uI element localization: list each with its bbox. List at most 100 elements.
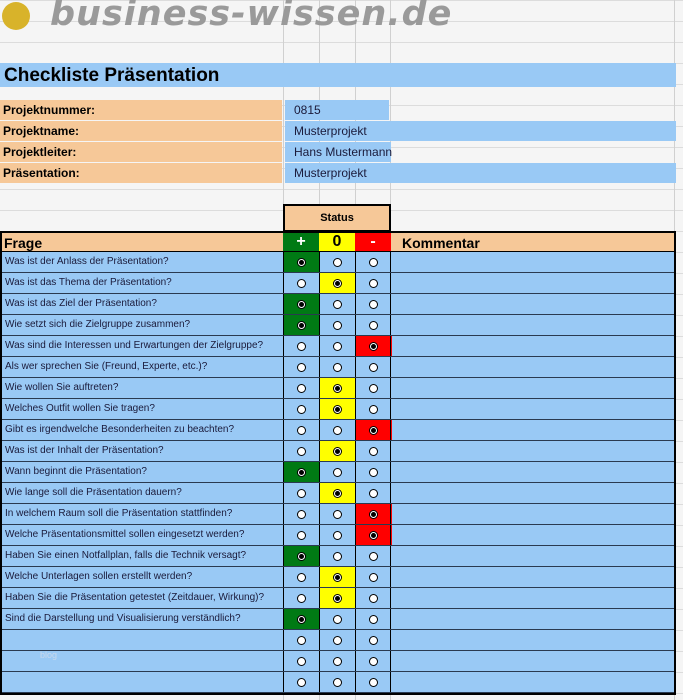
- radio-plus-icon[interactable]: [297, 678, 306, 687]
- status-cell-plus[interactable]: [283, 273, 320, 293]
- project-name-cell[interactable]: Musterprojekt: [285, 121, 676, 141]
- comment-cell[interactable]: [390, 315, 391, 335]
- radio-zero-icon[interactable]: [333, 279, 342, 288]
- status-cell-plus[interactable]: [283, 315, 320, 335]
- status-cell-minus[interactable]: [355, 672, 392, 692]
- status-cell-zero[interactable]: [319, 546, 356, 566]
- radio-plus-icon[interactable]: [297, 426, 306, 435]
- status-cell-plus[interactable]: [283, 609, 320, 629]
- comment-cell[interactable]: [390, 357, 391, 377]
- status-cell-zero[interactable]: [319, 399, 356, 419]
- radio-minus-icon[interactable]: [369, 468, 378, 477]
- status-cell-zero[interactable]: [319, 357, 356, 377]
- status-cell-plus[interactable]: [283, 357, 320, 377]
- radio-plus-icon[interactable]: [297, 531, 306, 540]
- status-cell-plus[interactable]: [283, 441, 320, 461]
- status-cell-plus[interactable]: [283, 420, 320, 440]
- comment-cell[interactable]: [390, 336, 391, 356]
- radio-zero-icon[interactable]: [333, 678, 342, 687]
- status-cell-zero[interactable]: [319, 273, 356, 293]
- status-cell-zero[interactable]: [319, 567, 356, 587]
- status-cell-zero[interactable]: [319, 315, 356, 335]
- comment-cell[interactable]: [390, 609, 391, 629]
- comment-cell[interactable]: [390, 672, 391, 692]
- radio-minus-icon[interactable]: [369, 636, 378, 645]
- status-cell-zero[interactable]: [319, 672, 356, 692]
- radio-zero-icon[interactable]: [333, 531, 342, 540]
- comment-cell[interactable]: [390, 294, 391, 314]
- status-cell-zero[interactable]: [319, 441, 356, 461]
- project-number-cell[interactable]: 0815: [285, 100, 389, 120]
- radio-minus-icon[interactable]: [369, 657, 378, 666]
- radio-zero-icon[interactable]: [333, 468, 342, 477]
- radio-minus-icon[interactable]: [369, 510, 378, 519]
- radio-zero-icon[interactable]: [333, 489, 342, 498]
- status-cell-zero[interactable]: [319, 336, 356, 356]
- radio-plus-icon[interactable]: [297, 363, 306, 372]
- radio-plus-icon[interactable]: [297, 279, 306, 288]
- radio-zero-icon[interactable]: [333, 405, 342, 414]
- status-cell-minus[interactable]: [355, 651, 392, 671]
- radio-plus-icon[interactable]: [297, 615, 306, 624]
- radio-minus-icon[interactable]: [369, 279, 378, 288]
- radio-plus-icon[interactable]: [297, 342, 306, 351]
- status-cell-minus[interactable]: [355, 420, 392, 440]
- radio-minus-icon[interactable]: [369, 447, 378, 456]
- radio-plus-icon[interactable]: [297, 510, 306, 519]
- radio-zero-icon[interactable]: [333, 342, 342, 351]
- radio-zero-icon[interactable]: [333, 510, 342, 519]
- status-cell-zero[interactable]: [319, 420, 356, 440]
- radio-zero-icon[interactable]: [333, 447, 342, 456]
- status-cell-zero[interactable]: [319, 630, 356, 650]
- comment-cell[interactable]: [390, 525, 391, 545]
- status-cell-minus[interactable]: [355, 525, 392, 545]
- status-cell-plus[interactable]: [283, 588, 320, 608]
- radio-minus-icon[interactable]: [369, 531, 378, 540]
- status-cell-minus[interactable]: [355, 609, 392, 629]
- radio-minus-icon[interactable]: [369, 405, 378, 414]
- status-cell-zero[interactable]: [319, 609, 356, 629]
- status-cell-minus[interactable]: [355, 441, 392, 461]
- radio-zero-icon[interactable]: [333, 426, 342, 435]
- radio-minus-icon[interactable]: [369, 552, 378, 561]
- radio-minus-icon[interactable]: [369, 342, 378, 351]
- radio-plus-icon[interactable]: [297, 657, 306, 666]
- comment-cell[interactable]: [390, 588, 391, 608]
- status-cell-zero[interactable]: [319, 483, 356, 503]
- comment-cell[interactable]: [390, 399, 391, 419]
- radio-minus-icon[interactable]: [369, 258, 378, 267]
- status-cell-plus[interactable]: [283, 567, 320, 587]
- radio-minus-icon[interactable]: [369, 426, 378, 435]
- status-cell-plus[interactable]: [283, 546, 320, 566]
- status-cell-minus[interactable]: [355, 588, 392, 608]
- status-cell-plus[interactable]: [283, 336, 320, 356]
- radio-zero-icon[interactable]: [333, 552, 342, 561]
- comment-cell[interactable]: [390, 546, 391, 566]
- status-cell-minus[interactable]: [355, 546, 392, 566]
- project-lead-cell[interactable]: Hans Mustermann: [285, 142, 392, 162]
- radio-plus-icon[interactable]: [297, 321, 306, 330]
- status-cell-minus[interactable]: [355, 294, 392, 314]
- comment-cell[interactable]: [390, 462, 391, 482]
- status-cell-zero[interactable]: [319, 504, 356, 524]
- comment-cell[interactable]: [390, 651, 391, 671]
- status-cell-zero[interactable]: [319, 294, 356, 314]
- comment-cell[interactable]: [390, 630, 391, 650]
- status-cell-plus[interactable]: [283, 462, 320, 482]
- presentation-cell[interactable]: Musterprojekt: [285, 163, 676, 183]
- radio-zero-icon[interactable]: [333, 594, 342, 603]
- comment-cell[interactable]: [390, 420, 391, 440]
- radio-zero-icon[interactable]: [333, 300, 342, 309]
- comment-cell[interactable]: [390, 378, 391, 398]
- radio-minus-icon[interactable]: [369, 384, 378, 393]
- comment-cell[interactable]: [390, 504, 391, 524]
- radio-plus-icon[interactable]: [297, 489, 306, 498]
- status-cell-minus[interactable]: [355, 504, 392, 524]
- radio-minus-icon[interactable]: [369, 678, 378, 687]
- status-cell-minus[interactable]: [355, 357, 392, 377]
- status-cell-plus[interactable]: [283, 525, 320, 545]
- status-cell-zero[interactable]: [319, 378, 356, 398]
- radio-plus-icon[interactable]: [297, 552, 306, 561]
- radio-plus-icon[interactable]: [297, 468, 306, 477]
- status-cell-minus[interactable]: [355, 336, 392, 356]
